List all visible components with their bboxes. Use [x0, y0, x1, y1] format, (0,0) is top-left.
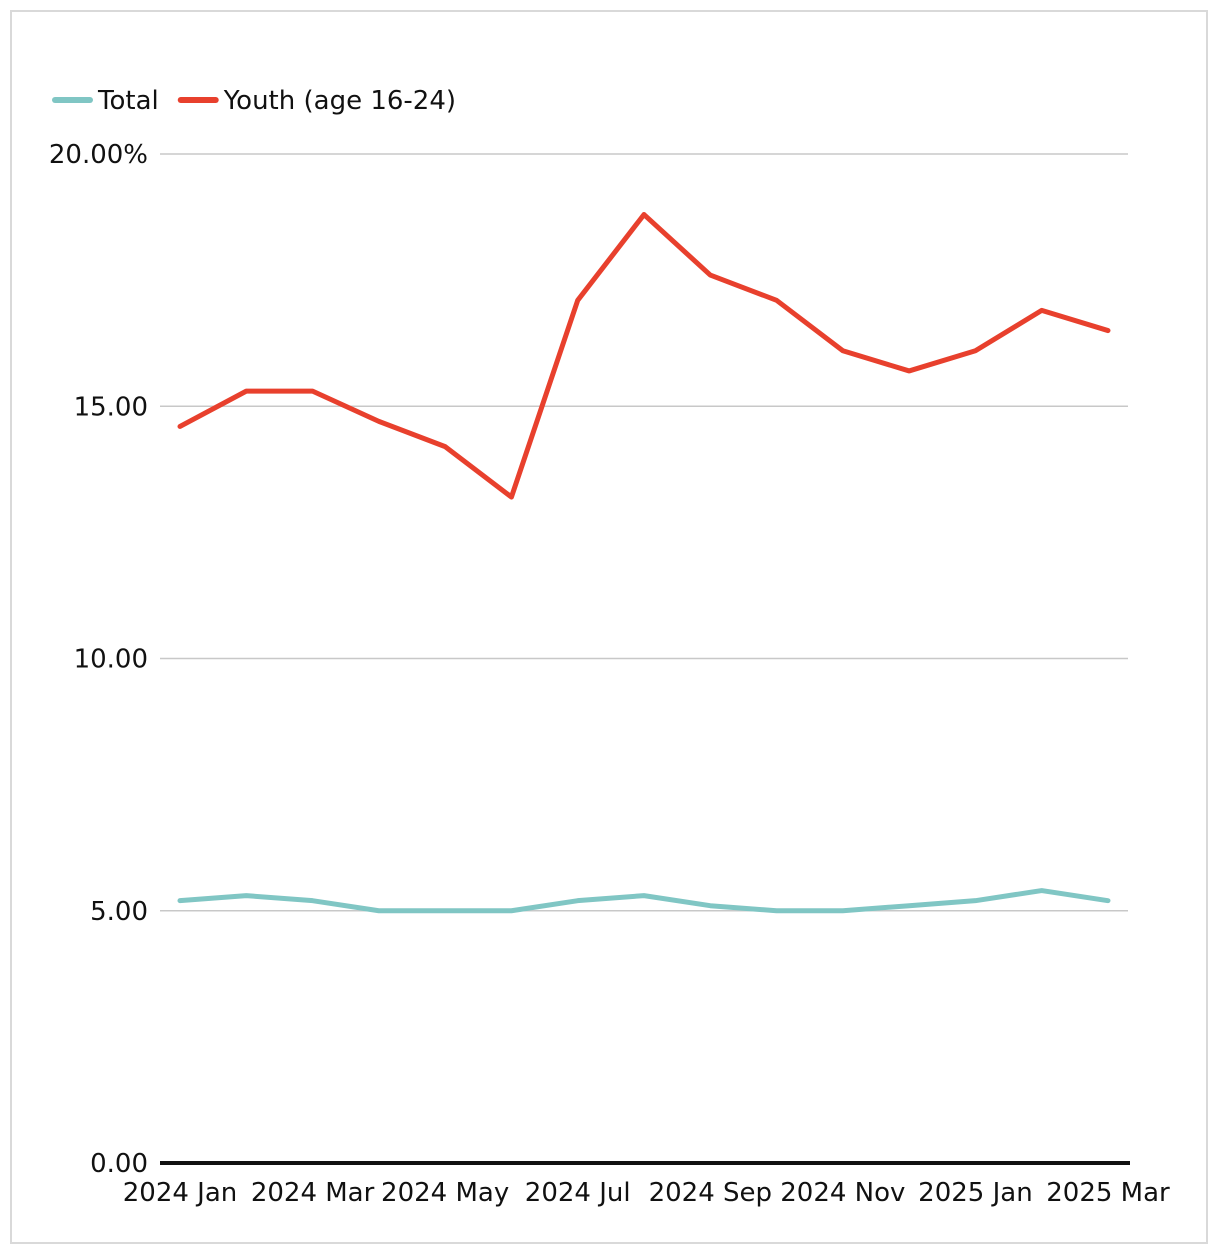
y-axis-ticks: 0.00 5.00 10.00 15.00 20.00% — [49, 140, 148, 1179]
y-tick-label: 0.00 — [90, 1149, 148, 1179]
x-tick-label: 2024 Sep — [649, 1178, 772, 1208]
x-tick-label: 2024 Jan — [123, 1178, 238, 1208]
legend-item: Youth (age 16-24) — [177, 86, 456, 116]
x-tick-label: 2025 Jan — [918, 1178, 1033, 1208]
x-tick-label: 2024 Jul — [525, 1178, 631, 1208]
x-axis-ticks: 2024 Jan 2024 Mar 2024 May 2024 Jul 2024 Sep… — [123, 1178, 1170, 1208]
legend-label: Total — [97, 86, 159, 116]
y-tick-label: 10.00 — [74, 645, 148, 675]
x-tick-label: 2024 Mar — [251, 1178, 375, 1208]
y-tick-label: 15.00 — [74, 392, 148, 422]
x-tick-label: 2025 Mar — [1046, 1178, 1170, 1208]
series-line — [177, 212, 1111, 500]
y-tick-label: 20.00% — [49, 140, 148, 170]
gridlines — [160, 153, 1128, 912]
legend-label: Youth (age 16-24) — [223, 86, 456, 116]
legend-item: Total — [52, 86, 159, 116]
series-line — [177, 888, 1111, 914]
legend: Total Youth (age 16-24) — [52, 86, 456, 116]
series-lines — [177, 212, 1111, 914]
x-tick-label: 2024 May — [381, 1178, 509, 1208]
y-tick-label: 5.00 — [90, 897, 148, 927]
chart-frame — [10, 10, 1208, 1244]
x-tick-label: 2024 Nov — [780, 1178, 905, 1208]
